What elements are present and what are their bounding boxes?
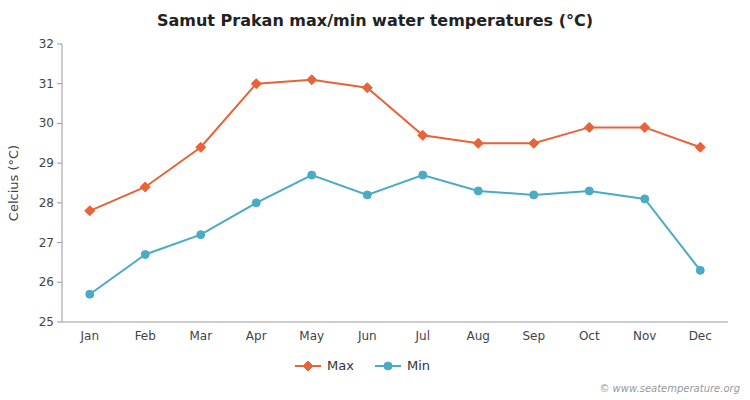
point — [474, 187, 482, 195]
y-tick-label: 29 — [39, 156, 54, 170]
x-tick-label: Feb — [135, 329, 156, 343]
point — [584, 122, 594, 132]
x-tick-label: Aug — [467, 329, 490, 343]
point — [530, 191, 538, 199]
y-tick-label: 32 — [39, 37, 54, 51]
point — [307, 75, 317, 85]
axes: 25 26 27 28 29 30 31 32 Jan Feb Mar Apr May Jun Jul Aug… — [39, 37, 728, 343]
series — [86, 171, 705, 298]
y-tick-label: 27 — [39, 236, 54, 250]
point — [473, 138, 483, 148]
point — [640, 122, 650, 132]
x-tick-label: Oct — [579, 329, 600, 343]
x-tick-label: Jan — [80, 329, 100, 343]
point — [585, 187, 593, 195]
legend-marker — [384, 362, 392, 370]
point — [141, 250, 149, 258]
y-tick — [57, 163, 62, 164]
line — [90, 80, 701, 211]
chart: Samut Prakan max/min water temperatures … — [0, 0, 750, 400]
y-axis-line — [62, 44, 63, 322]
point — [362, 83, 372, 93]
x-tick-label: Jul — [415, 329, 430, 343]
point — [86, 290, 94, 298]
annotation: © www.seatemperature.org — [599, 383, 740, 394]
point — [85, 206, 95, 216]
y-tick — [57, 202, 62, 203]
x-tick-label: Mar — [189, 329, 212, 343]
y-tick-label: 25 — [39, 315, 54, 329]
x-tick-label: Jun — [357, 329, 377, 343]
point — [363, 191, 371, 199]
x-tick-label: Nov — [633, 329, 656, 343]
legend: Max Min — [295, 358, 430, 373]
title: Samut Prakan max/min water temperatures … — [157, 11, 593, 30]
plot-area — [85, 75, 706, 298]
point — [695, 142, 705, 152]
y-tick — [57, 322, 62, 323]
point — [529, 138, 539, 148]
y-tick — [57, 44, 62, 45]
y-tick-label: 31 — [39, 77, 54, 91]
point — [641, 195, 649, 203]
line — [90, 175, 701, 294]
y-tick — [57, 83, 62, 84]
x-tick-label: May — [299, 329, 324, 343]
y-axis-label: Celcius (°C) — [6, 145, 21, 221]
point — [418, 130, 428, 140]
x-axis-line — [62, 322, 728, 323]
point — [308, 171, 316, 179]
y-tick — [57, 242, 62, 243]
y-tick-label: 30 — [39, 116, 54, 130]
point — [252, 199, 260, 207]
point — [197, 231, 205, 239]
y-tick — [57, 282, 62, 283]
x-tick-label: Dec — [689, 329, 712, 343]
legend-marker — [303, 361, 313, 371]
point — [251, 79, 261, 89]
y-tick — [57, 123, 62, 124]
legend-label: Max — [327, 358, 354, 373]
point — [419, 171, 427, 179]
point — [196, 142, 206, 152]
legend-label: Min — [407, 358, 430, 373]
y-tick-label: 26 — [39, 275, 54, 289]
point — [140, 182, 150, 192]
point — [696, 266, 704, 274]
x-tick-label: Sep — [522, 329, 545, 343]
x-tick-label: Apr — [246, 329, 267, 343]
y-tick-label: 28 — [39, 196, 54, 210]
